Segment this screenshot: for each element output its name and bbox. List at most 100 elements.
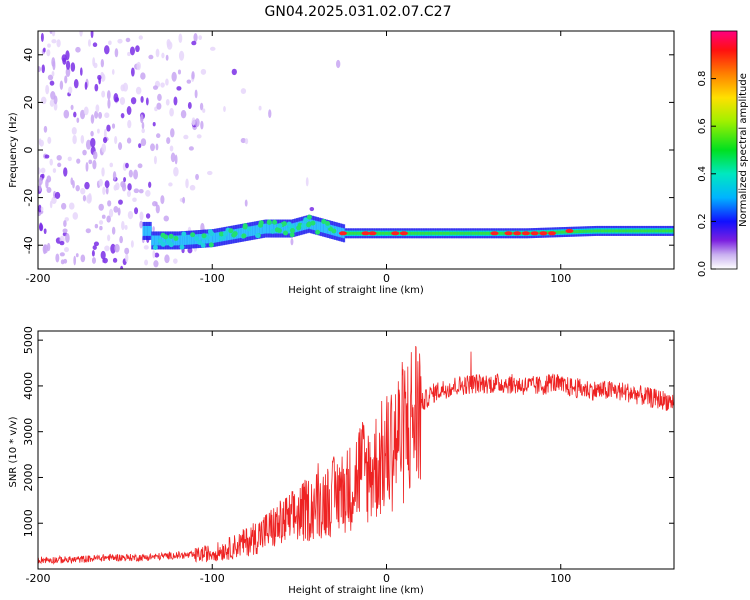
- heatmap-cell: [463, 231, 466, 235]
- heatmap-cell: [157, 93, 162, 102]
- heatmap-cell: [65, 60, 71, 70]
- heatmap-cell: [602, 229, 605, 233]
- heatmap-cell: [208, 242, 214, 248]
- heatmap-cell: [80, 67, 83, 76]
- heatmap-cell: [152, 245, 158, 251]
- heatmap-cell: [660, 229, 663, 233]
- heatmap-cell: [435, 231, 438, 235]
- heatmap-cell: [154, 235, 157, 246]
- heatmap-cell: [53, 102, 58, 111]
- heatmap-cell: [583, 229, 586, 233]
- heatmap-cell: [632, 229, 635, 233]
- heatmap-cell: [106, 124, 111, 132]
- heatmap-cell: [166, 39, 171, 47]
- heatmap-cell: [98, 203, 104, 211]
- heatmap-cell: [649, 229, 652, 233]
- heatmap-cell: [430, 231, 433, 235]
- heatmap-cell: [130, 240, 134, 248]
- heatmap-cell: [290, 228, 296, 234]
- heatmap-cell: [67, 156, 72, 162]
- heatmap-cell: [414, 231, 417, 235]
- heatmap-cell: [169, 145, 174, 152]
- heatmap-cell: [141, 128, 145, 134]
- heatmap-cell: [504, 231, 513, 236]
- heatmap-cell: [145, 213, 151, 219]
- heatmap-cell: [43, 228, 47, 235]
- heatmap-cell: [276, 228, 282, 234]
- heatmap-cell: [51, 39, 57, 44]
- heatmap-cell: [130, 97, 137, 105]
- heatmap-cell: [102, 257, 108, 264]
- heatmap-cell: [138, 188, 144, 194]
- heatmap-cell: [156, 235, 159, 246]
- heatmap-cell: [170, 152, 176, 163]
- heatmap-cell: [305, 177, 309, 187]
- heatmap-cell: [101, 167, 105, 177]
- heatmap-cell: [126, 137, 132, 144]
- heatmap-cell: [241, 233, 247, 239]
- heatmap-cell: [268, 109, 272, 118]
- heatmap-cell: [445, 231, 448, 235]
- heatmap-cell: [163, 215, 170, 222]
- heatmap-cell: [421, 231, 424, 235]
- heatmap-cell: [72, 212, 79, 220]
- heatmap-cell: [113, 184, 118, 191]
- heatmap-cell: [109, 162, 114, 168]
- heatmap-cell: [38, 66, 41, 73]
- heatmap-cell: [101, 90, 106, 98]
- heatmap-cell: [90, 31, 94, 39]
- colorbar-tick-label: 0.6: [697, 118, 708, 134]
- heatmap-cell: [546, 231, 549, 235]
- heatmap-cell: [248, 226, 252, 237]
- heatmap-cell: [95, 104, 100, 113]
- heatmap-cell: [599, 229, 602, 233]
- heatmap-cell: [442, 231, 445, 235]
- heatmap-cell: [647, 229, 651, 233]
- heatmap-cell: [619, 229, 623, 233]
- heatmap-cell: [386, 231, 389, 235]
- heatmap-cell: [94, 83, 99, 92]
- heatmap-cell: [223, 106, 226, 113]
- heatmap-cell: [84, 81, 88, 90]
- heatmap-cell: [283, 223, 286, 234]
- heatmap-cell: [485, 231, 489, 235]
- heatmap-cell: [170, 235, 173, 246]
- heatmap-cell: [268, 223, 271, 234]
- heatmap-cell: [259, 224, 262, 235]
- heatmap-cell: [590, 229, 593, 233]
- heatmap-cell: [661, 229, 665, 233]
- heatmap-cell: [54, 191, 61, 199]
- heatmap-cell: [255, 225, 259, 236]
- heatmap-cell: [478, 231, 482, 235]
- snr-series-line: [38, 345, 674, 565]
- heatmap-cell: [503, 231, 506, 235]
- heatmap-cell: [40, 206, 44, 212]
- heatmap-cell: [41, 64, 45, 74]
- y-tick-label: 20: [22, 95, 35, 109]
- heatmap-cell: [168, 182, 173, 187]
- heatmap-cell: [191, 117, 196, 126]
- y-tick-label: -20: [22, 189, 35, 207]
- heatmap-cell: [68, 86, 73, 94]
- snr-frame: [37, 330, 675, 570]
- heatmap-cell: [59, 252, 65, 257]
- heatmap-cell: [215, 232, 218, 243]
- heatmap-cell: [461, 231, 464, 235]
- heatmap-cell: [127, 51, 131, 57]
- heatmap-cell: [511, 231, 515, 235]
- heatmap-cell: [351, 231, 354, 235]
- y-tick-label: 2000: [22, 463, 35, 491]
- heatmap-cell: [104, 45, 110, 55]
- heatmap-cell: [163, 234, 169, 240]
- heatmap-cell: [424, 231, 428, 235]
- heatmap-cell: [137, 163, 143, 169]
- heatmap-cell: [210, 46, 216, 51]
- heatmap-cell: [119, 235, 123, 244]
- heatmap-cell: [104, 180, 110, 188]
- heatmap-cell: [70, 62, 76, 72]
- heatmap-cell: [187, 101, 192, 109]
- heatmap-cell: [160, 195, 165, 205]
- heatmap-cell: [289, 232, 295, 238]
- heatmap-cell: [468, 231, 471, 235]
- heatmap-cell: [155, 204, 160, 214]
